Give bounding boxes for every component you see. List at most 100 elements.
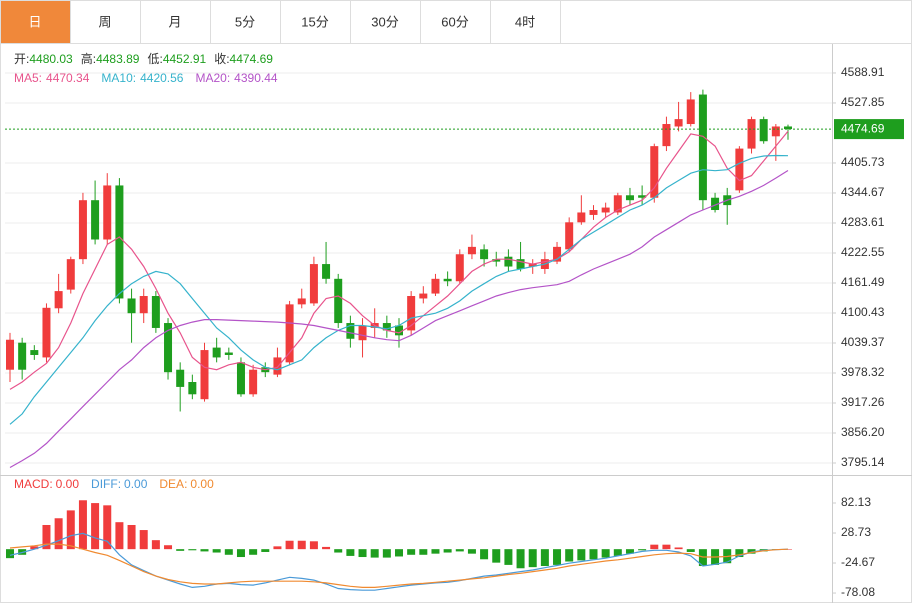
- y-tick-label: 4100.43: [841, 305, 885, 319]
- candle-body: [346, 323, 355, 339]
- candle-body: [78, 200, 87, 260]
- candle-body: [674, 119, 683, 127]
- candle-body: [553, 246, 562, 262]
- candle-body: [164, 323, 173, 373]
- tab-bg[interactable]: [210, 0, 281, 44]
- legend-label: DIFF:: [91, 477, 121, 491]
- macd-bar: [504, 549, 513, 565]
- last-price-label: 4474.69: [841, 121, 885, 135]
- macd-bar: [650, 544, 659, 550]
- candle-body: [686, 99, 695, 125]
- legend-label: MACD:: [14, 477, 53, 491]
- tab-bg[interactable]: [140, 0, 211, 44]
- macd-bar: [297, 540, 306, 550]
- tab-bg[interactable]: [490, 0, 561, 44]
- tab-bg[interactable]: [70, 0, 141, 44]
- macd-bar: [115, 522, 124, 550]
- candle-body: [613, 195, 622, 213]
- candle-body: [650, 146, 659, 198]
- macd-bar: [236, 549, 245, 558]
- legend-label: DEA:: [159, 477, 187, 491]
- macd-bar: [395, 549, 403, 557]
- macd-bar: [674, 547, 683, 550]
- macd-bar: [249, 549, 258, 555]
- y-tick-label: 4283.61: [841, 215, 885, 229]
- candle-body: [91, 200, 100, 240]
- candle-body: [236, 362, 245, 395]
- tab-label[interactable]: 4时: [515, 14, 535, 29]
- tab-label[interactable]: 30分: [371, 14, 398, 29]
- macd-bar: [66, 510, 75, 550]
- tab-bg[interactable]: [280, 0, 351, 44]
- macd-line: [9, 532, 789, 591]
- candle-body: [492, 259, 501, 262]
- tab-bg[interactable]: [350, 0, 421, 44]
- macd-bar: [735, 549, 744, 558]
- y-tick-label: 3978.32: [841, 365, 885, 379]
- ohlc-label: 低:: [147, 52, 162, 66]
- candle-body: [625, 195, 634, 201]
- macd-bar: [103, 505, 112, 550]
- macd-bar: [188, 549, 197, 551]
- macd-bar: [407, 549, 416, 555]
- y-tick-label: 3917.26: [841, 395, 885, 409]
- macd-bar: [346, 549, 355, 556]
- tab-label[interactable]: 60分: [441, 14, 468, 29]
- y-tick-label: 4222.55: [841, 245, 885, 259]
- candle-body: [395, 325, 403, 336]
- candle-body: [784, 126, 792, 130]
- candle-body: [771, 126, 780, 137]
- macd-bar: [164, 545, 173, 550]
- macd-bar: [382, 549, 391, 558]
- ohlc-value: 4452.91: [163, 52, 207, 66]
- macd-bar: [662, 544, 671, 550]
- tab-bg[interactable]: [0, 0, 71, 44]
- candle-body: [382, 323, 391, 331]
- macd-bar: [261, 549, 270, 552]
- candle-body: [407, 296, 416, 331]
- tab-label[interactable]: 15分: [301, 14, 328, 29]
- macd-bar: [91, 503, 100, 550]
- macd-bar: [601, 549, 610, 558]
- candle-body: [504, 256, 513, 267]
- candle-body: [54, 291, 63, 309]
- last-price-tag: [834, 119, 904, 140]
- y-tick-label: 4588.91: [841, 65, 885, 79]
- candle-body: [115, 185, 124, 299]
- legend-value: 0.00: [124, 477, 148, 491]
- legend-value: 0.00: [190, 477, 214, 491]
- macd-bar: [151, 540, 160, 550]
- candle-body: [601, 207, 610, 213]
- candle-body: [358, 325, 367, 341]
- candle-body: [224, 352, 233, 355]
- y-tick-label: -78.08: [841, 585, 875, 599]
- macd-bar: [285, 540, 294, 550]
- tab-label[interactable]: 月: [168, 14, 181, 29]
- legend-value: 4420.56: [140, 71, 184, 85]
- candle-body: [200, 350, 209, 400]
- ohlc-label: 收:: [214, 52, 229, 66]
- y-tick-label: 4039.37: [841, 335, 885, 349]
- candle-body: [480, 249, 489, 260]
- tab-label[interactable]: 5分: [235, 14, 255, 29]
- y-tick-label: 3795.14: [841, 455, 885, 469]
- candle-body: [577, 212, 586, 223]
- tab-label[interactable]: 日: [28, 14, 41, 29]
- candle-body: [297, 298, 306, 305]
- candle-body: [455, 254, 464, 282]
- macd-bar: [309, 541, 318, 550]
- macd-bar: [589, 549, 598, 560]
- macd-bar: [30, 546, 39, 550]
- y-tick-label: 3856.20: [841, 425, 885, 439]
- macd-bar: [322, 546, 331, 550]
- macd-bar: [492, 549, 501, 563]
- macd-bar: [565, 549, 574, 562]
- macd-bar: [6, 549, 14, 559]
- macd-bar: [200, 549, 209, 552]
- legend-value: 4470.34: [46, 71, 90, 85]
- macd-bar: [516, 549, 525, 569]
- tab-label[interactable]: 周: [98, 14, 111, 29]
- candle-body: [42, 307, 51, 358]
